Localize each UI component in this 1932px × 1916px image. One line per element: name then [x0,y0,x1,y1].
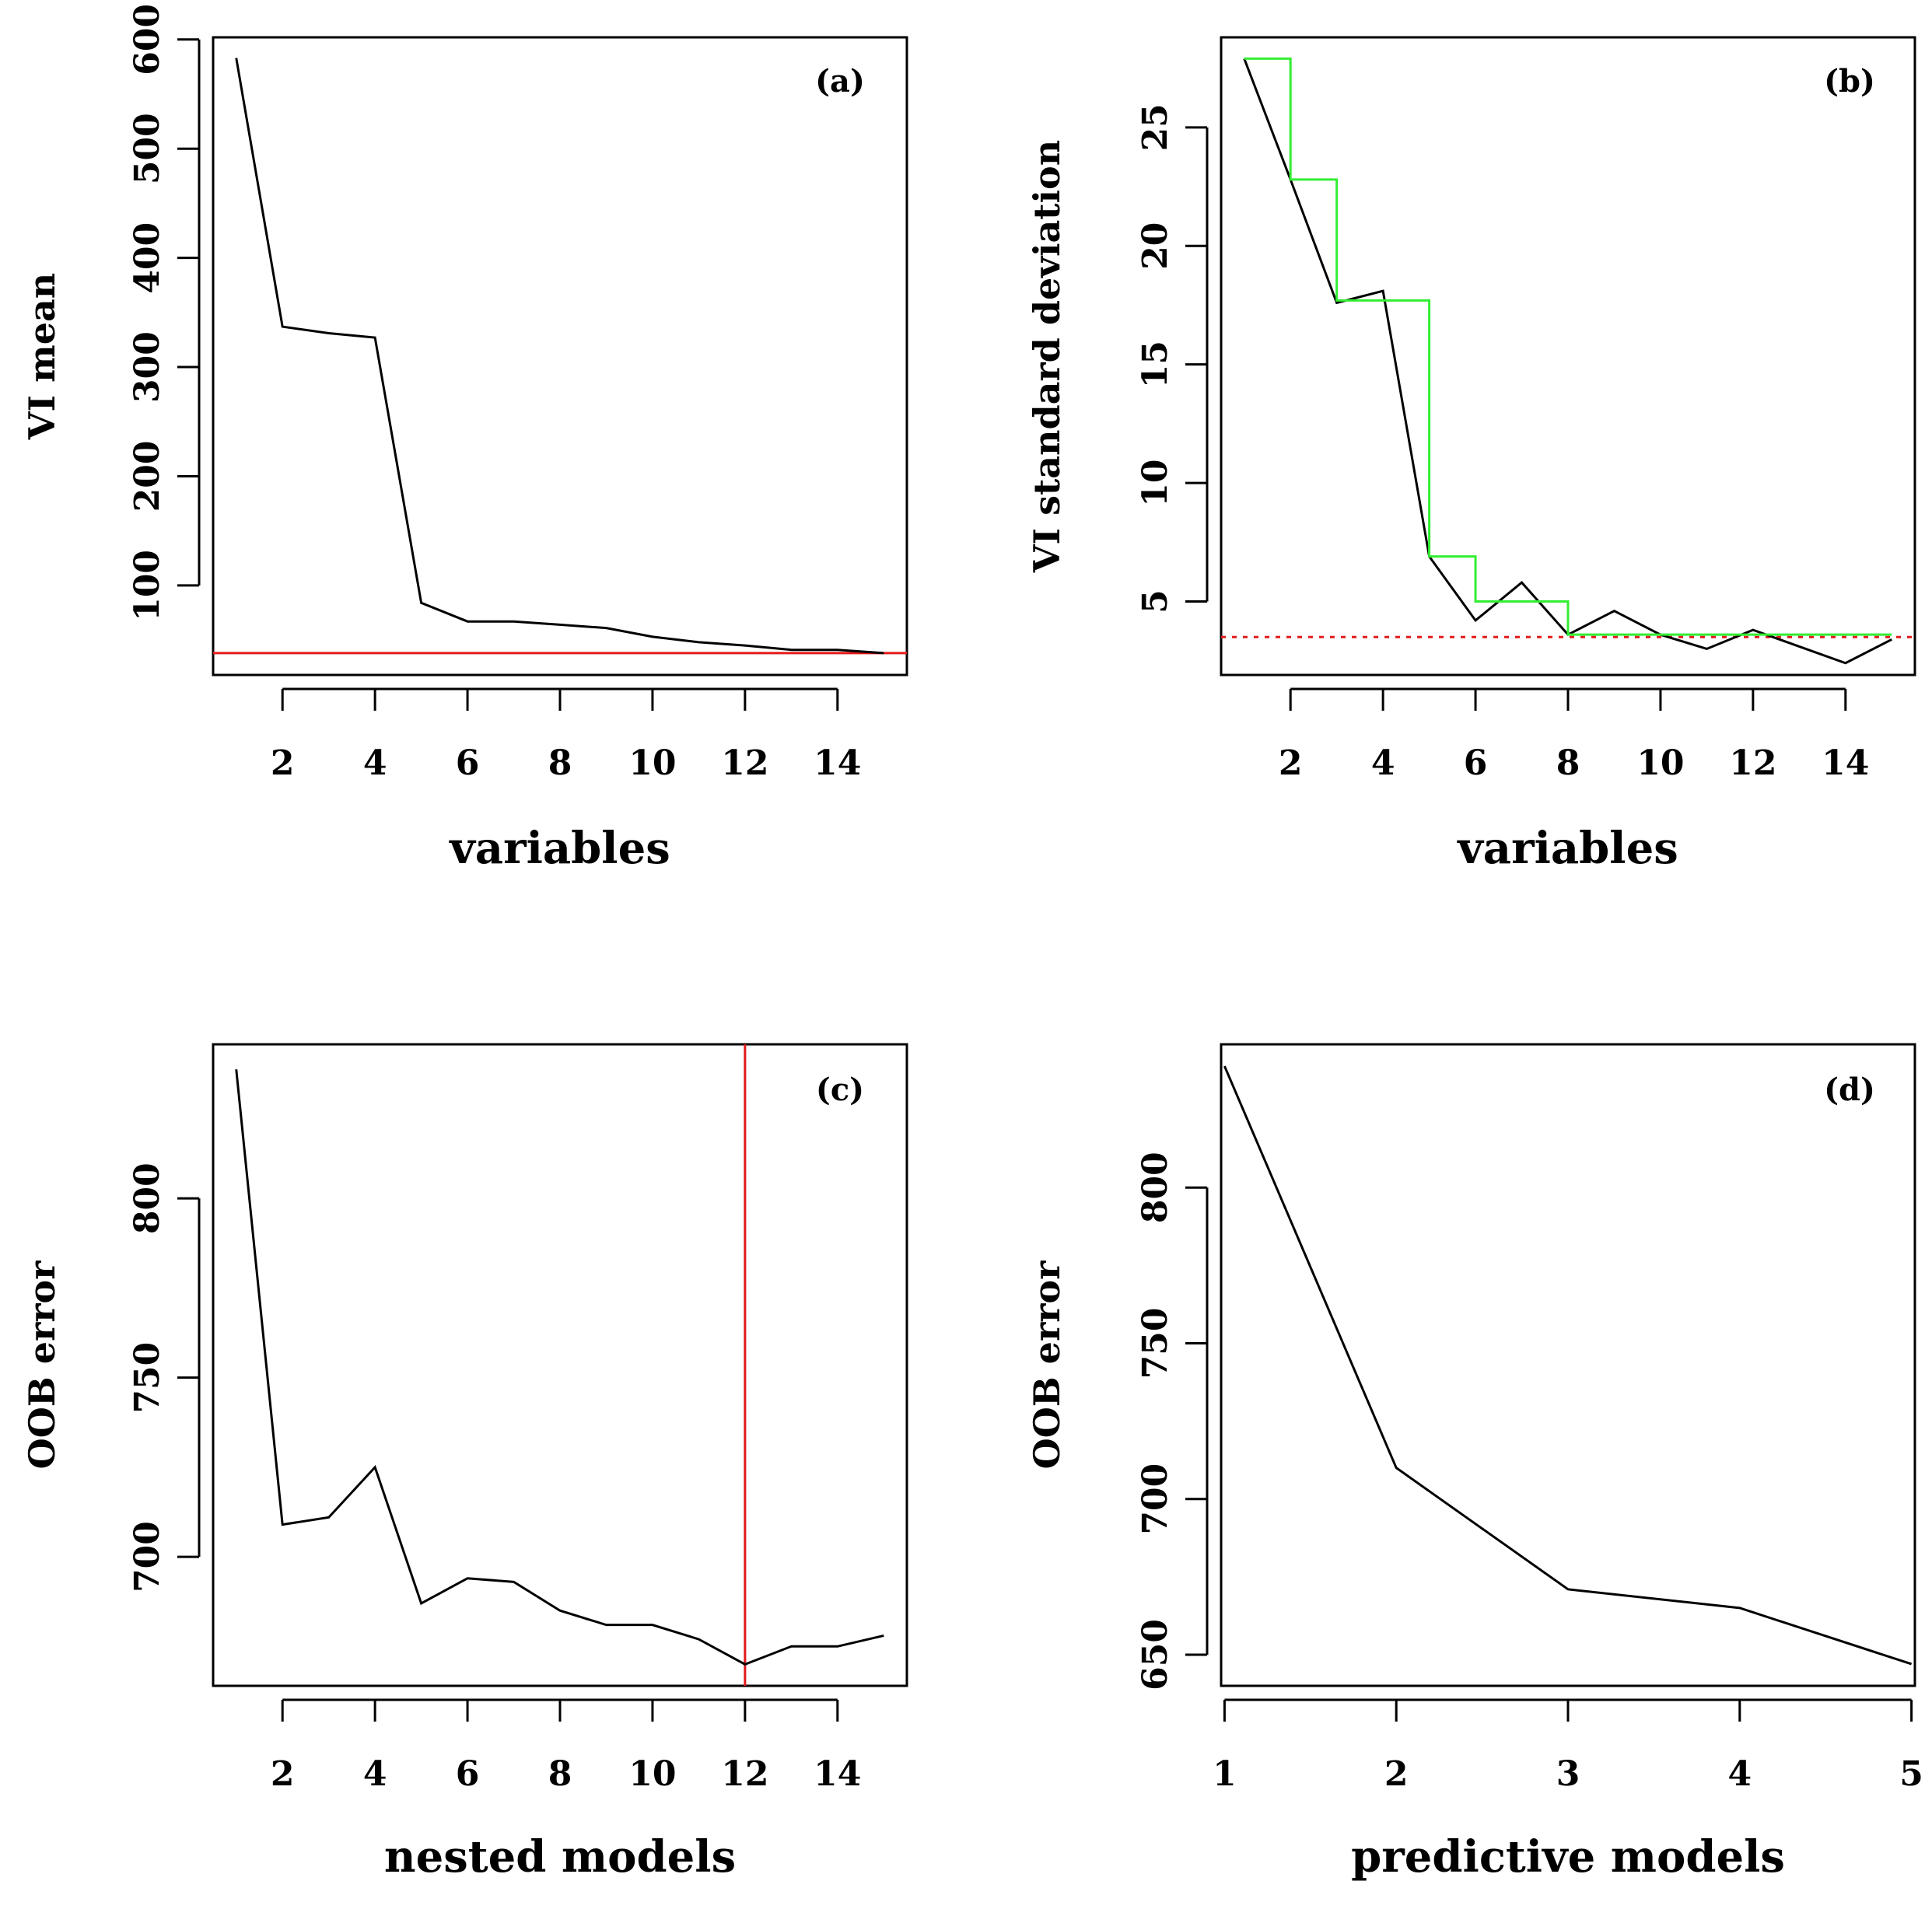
panel-b: 2 4 6 8 10 12 14 5 10 15 20 25 (b) variables VI standa… [1026,36,1916,874]
series-line [235,1069,884,1666]
y-tick-label: 300 [128,331,167,403]
y-tick-label: 700 [1136,1463,1175,1535]
y-tick-label: 800 [1136,1152,1175,1223]
panel-c: 2 4 6 8 10 12 14 700 750 800 (c) nested models OOB e… [21,1043,908,1883]
series-line [235,58,884,655]
x-tick-label: 4 [363,1754,387,1794]
y-tick-label: 600 [128,4,167,75]
x-tick-label: 2 [1279,743,1303,783]
series-step-line [1244,57,1892,636]
y-tick-label: 15 [1136,341,1175,388]
x-tick-label: 14 [814,743,861,783]
y-axis-label: OOB error [1026,1260,1068,1469]
panel-label: (a) [815,63,865,100]
panel-a: 2 4 6 8 10 12 14 100 200 300 400 500 600 (a) variables… [21,4,908,874]
x-axis-label: variables [1456,823,1678,874]
plot-frame [212,1043,908,1687]
x-tick-label: 12 [721,1754,768,1794]
x-tick-label: 12 [1729,743,1776,783]
x-tick-label: 8 [548,743,572,783]
y-tick-label: 200 [128,441,167,512]
x-tick-label: 2 [271,1754,295,1794]
panel-label: (c) [816,1072,864,1108]
x-tick-label: 6 [456,743,480,783]
x-tick-label: 10 [628,1754,676,1794]
x-tick-label: 2 [271,743,295,783]
plot-frame [212,36,908,677]
x-tick-label: 10 [628,743,676,783]
x-tick-label: 4 [1371,743,1395,783]
y-tick-label: 10 [1136,459,1175,506]
x-tick-label: 6 [1464,743,1488,783]
x-tick-label: 14 [1822,743,1869,783]
y-axis-label: VI standard deviation [1026,140,1068,573]
x-tick-label: 8 [548,1754,572,1794]
y-tick-label: 20 [1136,222,1175,270]
y-tick-label: 500 [128,113,167,184]
y-tick-label: 800 [128,1163,167,1234]
series-line [1223,1065,1913,1666]
x-tick-label: 14 [814,1754,861,1794]
panel-label: (d) [1824,1072,1875,1108]
y-tick-label: 700 [128,1521,167,1593]
x-tick-label: 2 [1384,1754,1409,1794]
plot-frame [1220,1043,1916,1687]
y-tick-label: 400 [128,222,167,294]
y-tick-label: 5 [1136,589,1175,614]
y-tick-label: 750 [128,1342,167,1414]
x-tick-label: 3 [1556,1754,1580,1794]
x-tick-label: 10 [1636,743,1684,783]
series-line [1243,58,1892,665]
x-tick-label: 8 [1556,743,1580,783]
x-tick-label: 12 [721,743,768,783]
y-axis-label: VI mean [21,273,63,440]
x-tick-label: 1 [1213,1754,1237,1794]
y-tick-label: 100 [128,550,167,621]
plot-frame [1220,36,1916,677]
panel-d: 1 2 3 4 5 650 700 750 800 (d) predictive models OOB… [1026,1043,1923,1883]
y-tick-label: 25 [1136,103,1175,151]
y-axis-label: OOB error [21,1260,63,1469]
x-axis-label: variables [448,823,670,874]
x-tick-label: 5 [1899,1754,1923,1794]
x-tick-label: 4 [363,743,387,783]
x-tick-label: 6 [456,1754,480,1794]
x-tick-label: 4 [1727,1754,1752,1794]
panel-label: (b) [1824,63,1875,100]
y-tick-label: 750 [1136,1308,1175,1379]
x-axis-label: nested models [384,1831,736,1883]
x-axis-label: predictive models [1351,1831,1785,1883]
y-tick-label: 650 [1136,1619,1175,1690]
